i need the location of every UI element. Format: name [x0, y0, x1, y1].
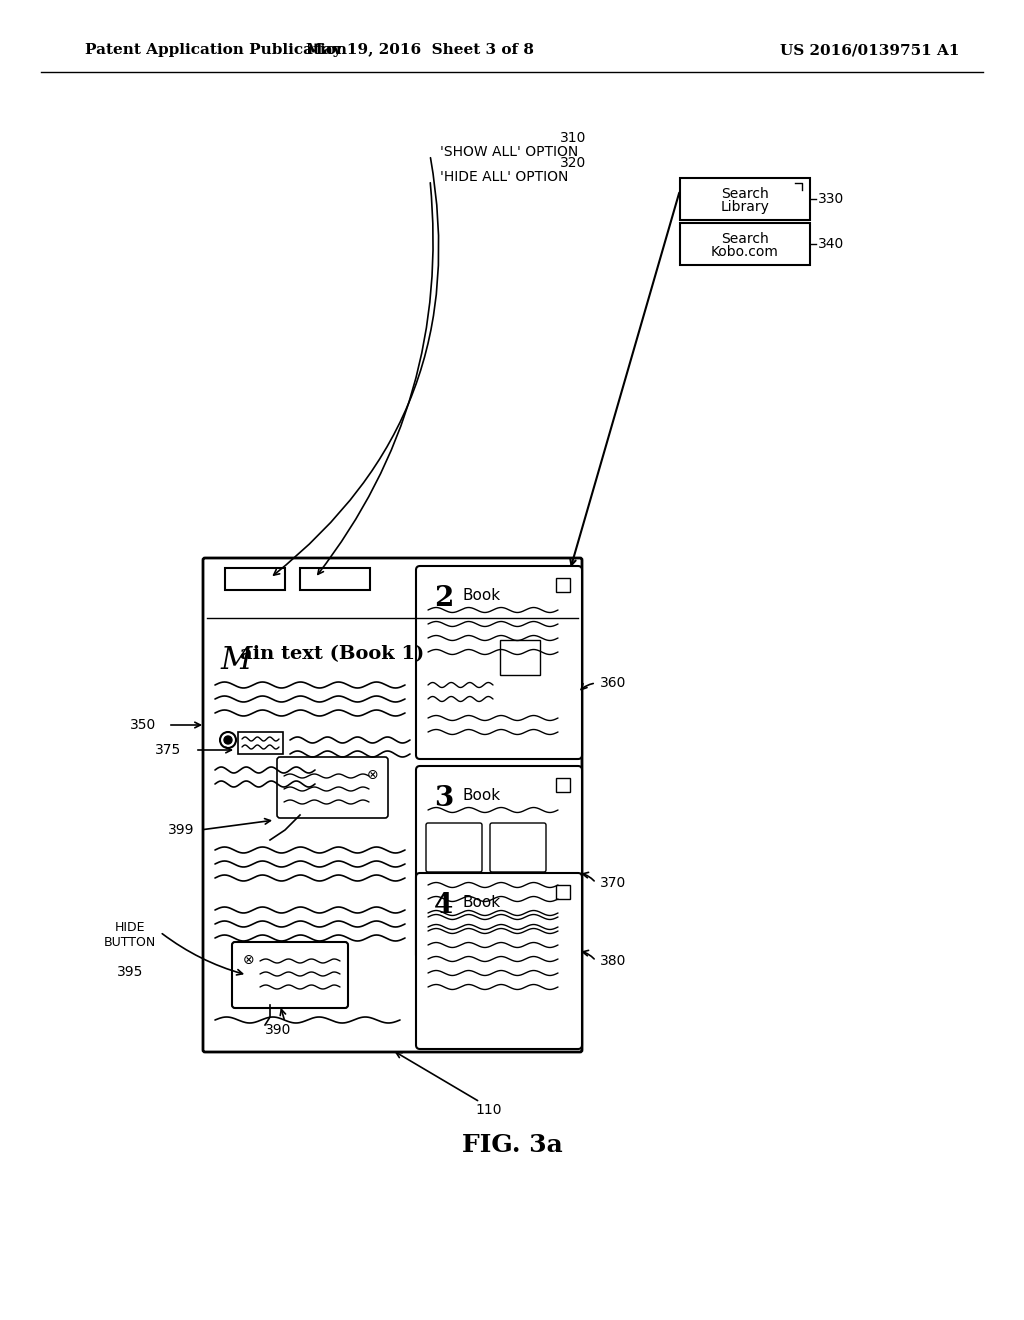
Text: 360: 360 — [600, 676, 627, 690]
Text: 310: 310 — [560, 131, 587, 145]
Text: Book: Book — [462, 895, 500, 909]
Text: 2: 2 — [434, 585, 454, 612]
FancyBboxPatch shape — [278, 756, 388, 818]
Text: 3: 3 — [434, 785, 454, 812]
Text: ⊗: ⊗ — [368, 768, 379, 781]
Bar — [680, 178, 810, 220]
Text: M: M — [220, 645, 251, 676]
FancyBboxPatch shape — [416, 873, 582, 1049]
Bar — [225, 568, 285, 590]
Text: Book: Book — [462, 788, 500, 803]
Bar — [238, 733, 283, 754]
Text: Search: Search — [721, 232, 769, 246]
Text: FIG. 3a: FIG. 3a — [462, 1133, 562, 1158]
Text: Search: Search — [721, 187, 769, 201]
Text: 340: 340 — [818, 238, 844, 251]
Text: US 2016/0139751 A1: US 2016/0139751 A1 — [780, 44, 959, 57]
Circle shape — [224, 737, 232, 744]
Text: ain text (Book 1): ain text (Book 1) — [240, 645, 424, 663]
Text: 110: 110 — [475, 1104, 502, 1117]
Text: Library: Library — [721, 201, 769, 214]
Text: 395: 395 — [117, 965, 143, 979]
Text: 330: 330 — [818, 191, 844, 206]
FancyBboxPatch shape — [232, 942, 348, 1008]
Text: May 19, 2016  Sheet 3 of 8: May 19, 2016 Sheet 3 of 8 — [306, 44, 534, 57]
Text: 390: 390 — [265, 1023, 292, 1038]
Text: 399: 399 — [168, 822, 195, 837]
Text: ⊗: ⊗ — [243, 953, 255, 968]
FancyBboxPatch shape — [416, 566, 582, 759]
FancyBboxPatch shape — [490, 822, 546, 873]
Bar — [300, 568, 370, 590]
Text: 380: 380 — [600, 954, 627, 968]
Text: 4: 4 — [434, 892, 454, 919]
FancyBboxPatch shape — [416, 766, 582, 960]
Text: 350: 350 — [130, 718, 157, 733]
Text: 370: 370 — [600, 876, 627, 890]
Bar — [500, 640, 540, 675]
Text: 320: 320 — [560, 156, 587, 170]
Text: Patent Application Publication: Patent Application Publication — [85, 44, 347, 57]
Bar — [556, 884, 570, 899]
Text: 375: 375 — [155, 743, 181, 756]
Text: 'HIDE ALL' OPTION: 'HIDE ALL' OPTION — [440, 170, 568, 183]
Bar — [556, 578, 570, 591]
FancyBboxPatch shape — [426, 822, 482, 873]
Text: HIDE
BUTTON: HIDE BUTTON — [103, 921, 156, 949]
Text: Kobo.com: Kobo.com — [711, 246, 779, 259]
Text: 'SHOW ALL' OPTION: 'SHOW ALL' OPTION — [440, 145, 579, 158]
Text: Book: Book — [462, 587, 500, 603]
Bar — [556, 777, 570, 792]
FancyBboxPatch shape — [203, 558, 582, 1052]
Bar — [680, 223, 810, 265]
